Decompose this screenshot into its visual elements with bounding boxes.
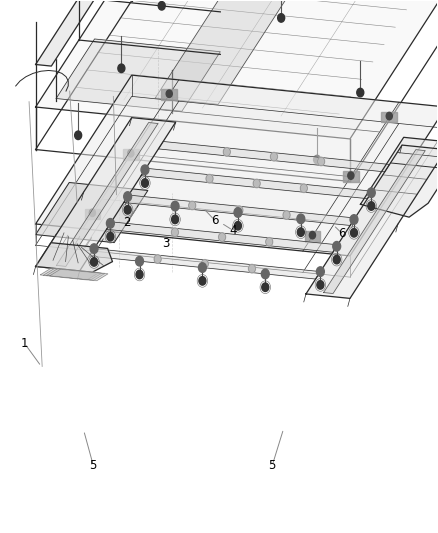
Circle shape: [74, 131, 81, 140]
Text: 3: 3: [162, 237, 170, 250]
Circle shape: [314, 155, 321, 164]
Polygon shape: [360, 138, 438, 217]
Circle shape: [333, 255, 340, 264]
Circle shape: [316, 267, 324, 277]
Polygon shape: [35, 243, 113, 272]
Bar: [381, 112, 397, 123]
Polygon shape: [35, 0, 438, 139]
Polygon shape: [159, 141, 389, 172]
Circle shape: [219, 233, 226, 241]
Circle shape: [283, 211, 290, 219]
Circle shape: [141, 179, 148, 187]
Text: 1: 1: [21, 337, 28, 350]
Circle shape: [236, 206, 243, 214]
Polygon shape: [40, 268, 99, 280]
Circle shape: [136, 270, 143, 279]
Circle shape: [278, 14, 285, 22]
Circle shape: [223, 148, 230, 156]
Text: 5: 5: [89, 459, 97, 472]
Text: 6: 6: [339, 227, 346, 240]
Circle shape: [171, 201, 179, 211]
Circle shape: [89, 209, 95, 216]
Circle shape: [348, 172, 354, 179]
Circle shape: [91, 257, 98, 266]
Circle shape: [350, 229, 357, 237]
Circle shape: [350, 215, 358, 224]
Polygon shape: [306, 145, 438, 298]
Circle shape: [136, 256, 144, 266]
Circle shape: [141, 165, 149, 174]
Polygon shape: [43, 269, 102, 280]
Circle shape: [367, 188, 375, 198]
Circle shape: [154, 255, 161, 263]
Circle shape: [300, 184, 307, 192]
Polygon shape: [106, 222, 338, 252]
Polygon shape: [56, 39, 220, 111]
Circle shape: [166, 90, 172, 98]
Polygon shape: [49, 269, 108, 281]
Bar: [85, 208, 100, 219]
Circle shape: [368, 202, 375, 210]
Circle shape: [158, 2, 165, 10]
Circle shape: [318, 157, 325, 166]
Text: 4: 4: [229, 224, 237, 237]
Circle shape: [171, 228, 178, 237]
Circle shape: [199, 277, 206, 285]
Polygon shape: [324, 150, 425, 294]
Circle shape: [271, 152, 277, 161]
Circle shape: [206, 174, 213, 183]
Circle shape: [234, 222, 241, 230]
Circle shape: [124, 206, 131, 214]
Circle shape: [333, 241, 341, 251]
Circle shape: [253, 179, 260, 188]
Circle shape: [106, 219, 114, 228]
Polygon shape: [124, 195, 355, 225]
Circle shape: [248, 264, 255, 273]
Polygon shape: [35, 118, 176, 271]
Text: 6: 6: [211, 214, 219, 227]
Bar: [304, 231, 320, 241]
Circle shape: [118, 64, 125, 72]
Circle shape: [266, 238, 273, 246]
Bar: [123, 149, 139, 160]
Polygon shape: [57, 123, 158, 266]
Circle shape: [107, 232, 114, 241]
Polygon shape: [155, 0, 290, 104]
Circle shape: [261, 269, 269, 279]
Circle shape: [198, 263, 206, 272]
Polygon shape: [46, 269, 105, 280]
Polygon shape: [141, 168, 372, 199]
Circle shape: [128, 150, 134, 157]
Circle shape: [262, 283, 269, 292]
Circle shape: [309, 231, 315, 239]
Circle shape: [189, 201, 196, 209]
Polygon shape: [35, 0, 95, 66]
Polygon shape: [35, 75, 438, 256]
Circle shape: [297, 228, 304, 237]
Circle shape: [201, 260, 208, 268]
Circle shape: [357, 88, 364, 97]
Circle shape: [317, 281, 324, 289]
Circle shape: [386, 112, 392, 120]
Text: 2: 2: [124, 216, 131, 229]
Circle shape: [172, 215, 179, 224]
Polygon shape: [35, 182, 148, 243]
Polygon shape: [89, 248, 320, 279]
Text: 5: 5: [268, 459, 276, 472]
Circle shape: [124, 192, 131, 201]
Circle shape: [234, 208, 242, 217]
Bar: [343, 171, 359, 182]
Circle shape: [297, 214, 305, 224]
Circle shape: [90, 244, 98, 253]
Bar: [161, 90, 177, 100]
